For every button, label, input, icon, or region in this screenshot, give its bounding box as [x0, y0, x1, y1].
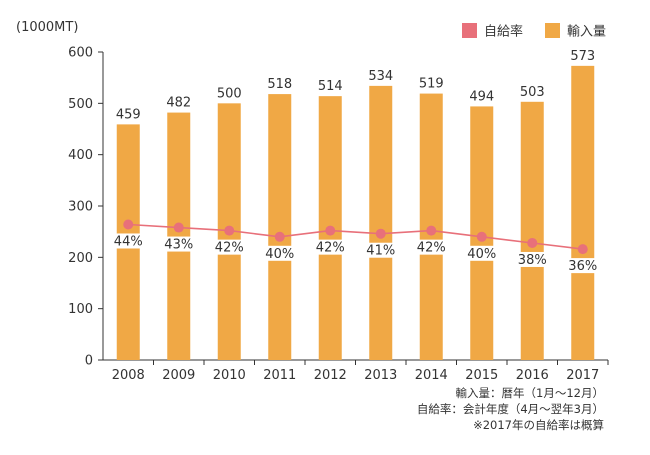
- rate-point: [325, 225, 336, 236]
- bar: [268, 94, 292, 361]
- rate-point: [123, 219, 134, 230]
- x-tick-label: 2014: [415, 368, 448, 383]
- x-tick-label: 2010: [213, 368, 246, 383]
- bar: [571, 65, 595, 361]
- rate-label-bg: [265, 245, 294, 261]
- x-tick-label: 2012: [314, 368, 347, 383]
- bar-value-label: 500: [217, 86, 242, 101]
- rate-point: [224, 225, 235, 236]
- rate-value-label: 44%: [114, 234, 143, 249]
- rate-point: [527, 237, 538, 248]
- rate-value-label: 42%: [316, 241, 345, 256]
- y-axis-unit-label: (1000MT): [16, 20, 78, 35]
- x-tick-label: 2011: [263, 368, 296, 383]
- bar: [369, 85, 393, 360]
- bar: [167, 112, 191, 360]
- rate-label-bg: [316, 239, 345, 255]
- bar-value-label: 459: [116, 107, 141, 122]
- bar-value-label: 519: [419, 77, 444, 92]
- legend-label-import: 輸入量: [567, 25, 606, 40]
- rate-point: [375, 228, 386, 239]
- footnote: ※2017年の自給率は概算: [473, 418, 604, 432]
- rate-label-bg: [366, 242, 395, 258]
- rate-value-label: 43%: [164, 238, 193, 253]
- bar-value-label: 573: [570, 49, 595, 64]
- rate-label-bg: [467, 245, 496, 261]
- rate-point: [476, 231, 487, 242]
- rate-label-bg: [568, 258, 597, 274]
- y-tick-label: 100: [68, 302, 93, 317]
- rate-value-label: 36%: [568, 259, 597, 274]
- rate-value-label: 41%: [366, 244, 395, 259]
- rate-value-label: 42%: [417, 241, 446, 256]
- rate-point: [274, 231, 285, 242]
- bar-value-label: 518: [267, 77, 292, 92]
- y-tick-label: 300: [68, 200, 93, 215]
- bar-value-label: 494: [469, 89, 494, 104]
- rate-label-bg: [164, 236, 193, 252]
- y-tick-label: 200: [68, 251, 93, 266]
- x-tick-label: 2017: [566, 368, 599, 383]
- y-tick-label: 600: [68, 46, 93, 61]
- y-tick-label: 400: [68, 148, 93, 163]
- rate-label-bg: [114, 233, 143, 249]
- bar: [520, 101, 544, 360]
- bar-value-label: 503: [520, 85, 545, 100]
- rate-point: [173, 222, 184, 233]
- rate-value-label: 40%: [467, 247, 496, 262]
- rate-label-bg: [417, 239, 446, 255]
- footnote: 輸入量：暦年（1月〜12月）: [456, 386, 604, 400]
- x-tick-label: 2015: [465, 368, 498, 383]
- y-tick-label: 500: [68, 97, 93, 112]
- bar-value-label: 534: [368, 69, 393, 84]
- rate-point: [426, 225, 437, 236]
- rate-label-bg: [518, 251, 547, 267]
- rate-line: [128, 223, 583, 250]
- rate-value-label: 42%: [215, 241, 244, 256]
- rate-label-bg: [215, 239, 244, 255]
- rate-value-label: 38%: [518, 253, 547, 268]
- bar-value-label: 514: [318, 79, 343, 94]
- x-tick-label: 2016: [516, 368, 549, 383]
- rate-value-label: 40%: [265, 247, 294, 262]
- rate-point: [577, 244, 588, 255]
- footnote: 自給率：会計年度（4月〜翌年3月）: [417, 402, 604, 416]
- x-tick-label: 2009: [162, 368, 195, 383]
- x-tick-label: 2008: [112, 368, 145, 383]
- legend-swatch-rate: [462, 23, 477, 38]
- x-tick-label: 2013: [364, 368, 397, 383]
- bar-value-label: 482: [166, 96, 191, 111]
- y-tick-label: 0: [85, 354, 93, 369]
- legend-label-rate: 自給率: [484, 24, 523, 40]
- legend-swatch-import: [545, 23, 560, 38]
